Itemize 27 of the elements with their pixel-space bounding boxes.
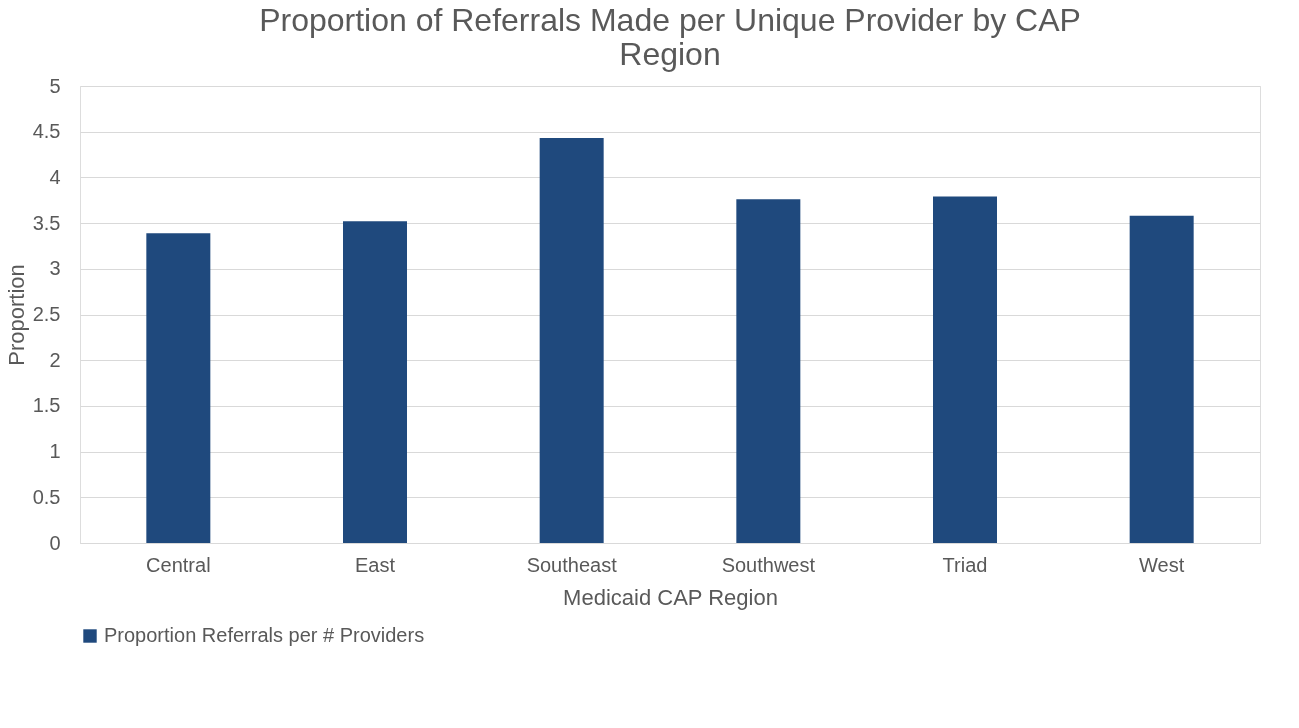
bar bbox=[1129, 215, 1194, 543]
x-tick-label: Central bbox=[146, 553, 211, 576]
bar bbox=[933, 196, 997, 543]
bar bbox=[539, 138, 604, 543]
legend-label: Proportion Referrals per # Providers bbox=[104, 624, 425, 646]
bar bbox=[736, 199, 801, 543]
text: Proportion of Referrals Made per Unique Provider by CAP bbox=[259, 2, 1081, 38]
y-axis-title: Proportion bbox=[3, 264, 29, 366]
x-tick-label: West bbox=[1139, 553, 1185, 576]
y-tick-label: 2.5 bbox=[32, 303, 61, 325]
x-tick-label: Southwest bbox=[721, 553, 816, 576]
y-tick-label: 3 bbox=[49, 257, 61, 280]
y-tick-label: 1.5 bbox=[32, 394, 61, 417]
y-tick-label: 2 bbox=[49, 348, 61, 371]
x-tick-label: East bbox=[354, 553, 396, 576]
x-tick-label: Triad bbox=[942, 553, 988, 576]
y-tick-label: 0.5 bbox=[32, 485, 61, 508]
y-tick-label: 4 bbox=[49, 165, 61, 188]
bar bbox=[146, 233, 211, 543]
y-tick-label: 1 bbox=[49, 440, 61, 463]
y-tick-label: 3.5 bbox=[32, 211, 61, 234]
y-tick-label: 0 bbox=[49, 531, 61, 554]
x-tick-label: Southeast bbox=[526, 553, 618, 576]
bar bbox=[343, 221, 407, 543]
y-tick-label: 4.5 bbox=[32, 120, 61, 143]
x-axis-title: Medicaid CAP Region bbox=[563, 584, 778, 610]
y-tick-label: 5 bbox=[49, 74, 61, 97]
